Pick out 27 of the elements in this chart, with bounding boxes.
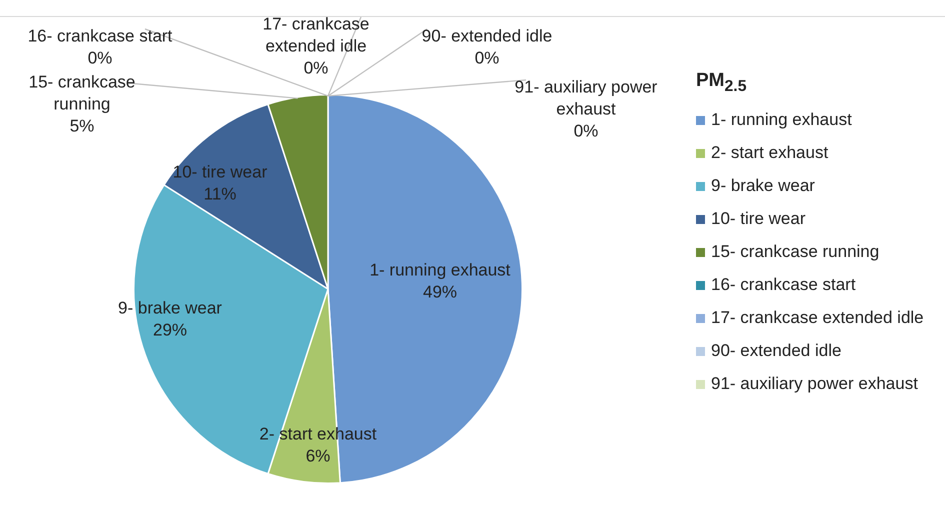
category-label: 91- auxiliary power exhaust [514,78,658,119]
data-label: 49% [422,282,458,302]
text: 0% [474,48,500,68]
legend-label: 16- crankcase start [711,274,856,295]
slice-label: 15- crankcase running [28,72,136,114]
data-label: 5% [70,116,94,136]
legend-label: 10- tire wear [711,208,806,229]
data-label: 29% [152,320,188,340]
category-label: 17- crankcase extended idle [262,14,370,56]
category-label: 90- extended idle [422,26,552,46]
slice-label: 1- running exhaust [370,260,511,280]
data-label: 6% [306,446,330,466]
legend-label: 1- running exhaust [711,110,852,130]
legend-label: 17- crankcase extended idle [711,308,924,328]
text: 0% [88,48,112,68]
legend-label: 9- brake wear [711,176,815,196]
slice-label: 9- brake wear [118,298,222,318]
legend-title: PM$_{2.5}$ [696,70,748,96]
text: 0% [574,122,598,141]
legend-label: 91- auxiliary power exhaust [711,374,918,394]
text: 0% [304,58,328,78]
legend-label: 15- crankcase running [711,242,880,262]
data-label: 11% [204,184,236,204]
slice-label: 10- tire wear [172,162,268,182]
category-label: 16- crankcase start [28,26,172,46]
legend-label: 90- extended idle [711,340,842,361]
legend-label: 2- start exhaust [711,142,828,163]
